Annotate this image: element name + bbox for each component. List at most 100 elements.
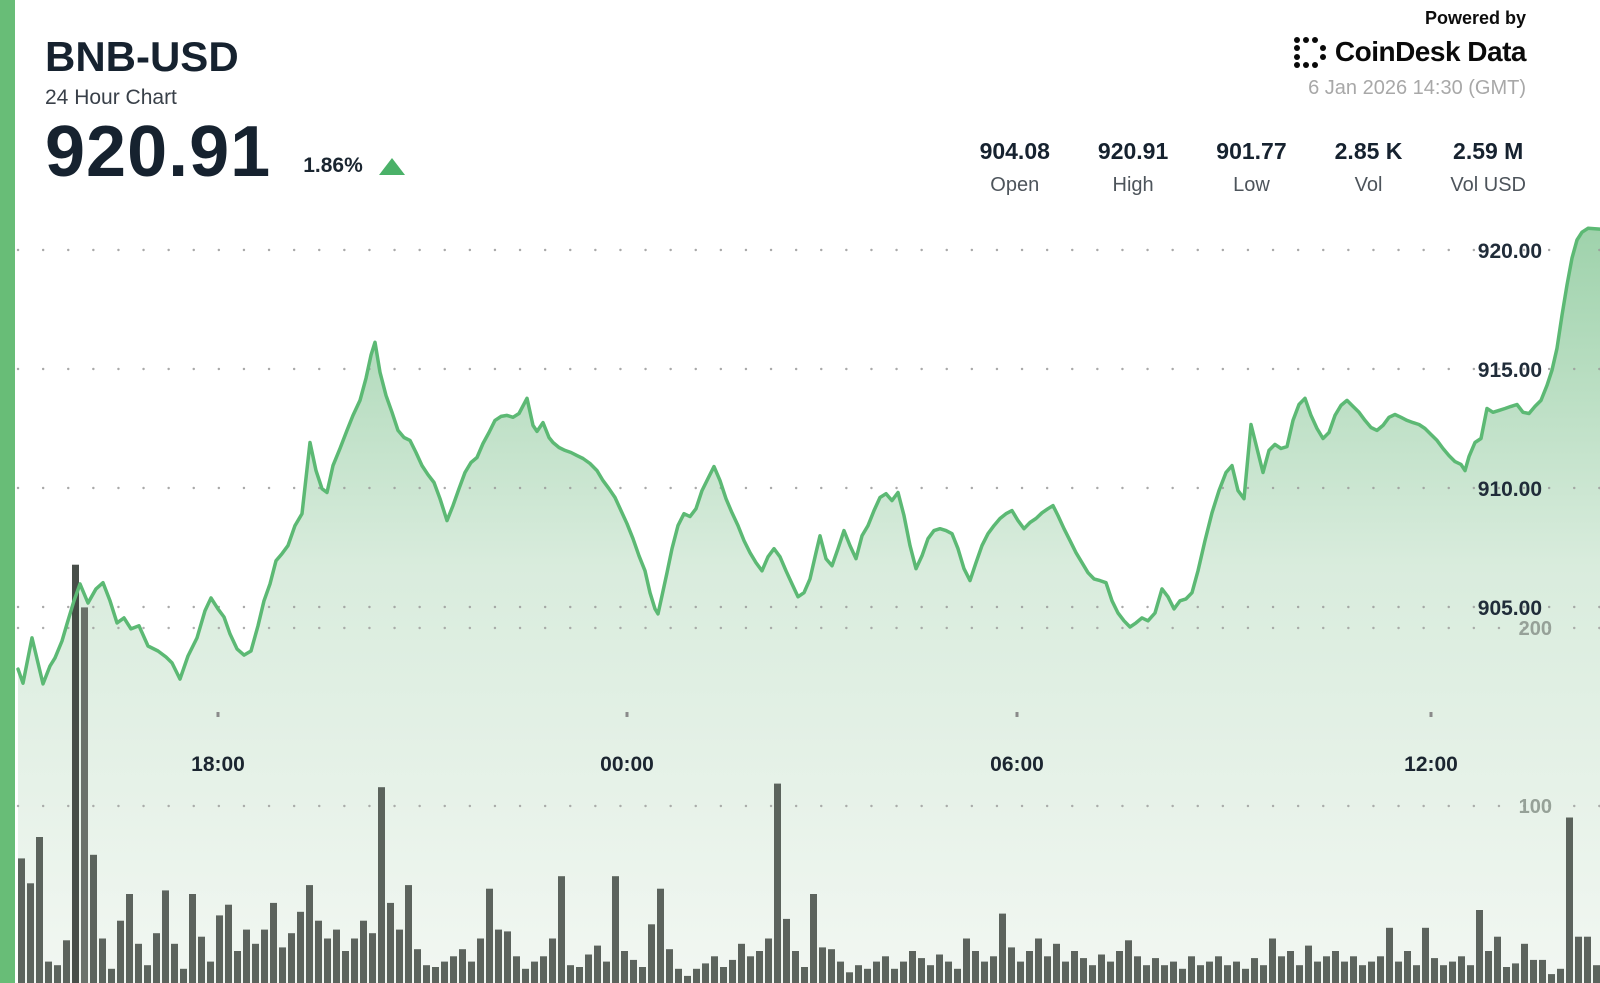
volume-bar: [1314, 961, 1321, 983]
volume-bar: [1377, 956, 1384, 983]
volume-bar: [630, 959, 637, 983]
volume-bar: [288, 933, 295, 983]
volume-bar: [702, 963, 709, 983]
stat-open-label: Open: [990, 174, 1040, 196]
volume-bar: [531, 961, 538, 983]
volume-bar: [1026, 951, 1033, 983]
volume-bar: [1008, 947, 1015, 983]
volume-bar: [369, 933, 376, 983]
volume-bar: [999, 913, 1006, 983]
stats-row: 904.08 Open 920.91 High 901.77 Low 2.85 …: [980, 138, 1526, 197]
volume-bar: [153, 933, 160, 983]
volume-bar: [711, 956, 718, 983]
volume-bar: [180, 968, 187, 983]
volume-bar: [261, 929, 268, 983]
volume-bar: [1404, 951, 1411, 983]
volume-bar: [864, 968, 871, 983]
volume-bar: [819, 947, 826, 983]
volume-bar: [900, 961, 907, 983]
volume-bar: [1332, 951, 1339, 983]
volume-bar: [1017, 961, 1024, 983]
volume-bar: [783, 918, 790, 983]
volume-bar: [1341, 961, 1348, 983]
volume-bar: [486, 888, 493, 983]
volume-bar: [1296, 965, 1303, 983]
stat-vol-value: 2.85 K: [1334, 138, 1403, 164]
volume-bar: [351, 938, 358, 983]
volume-bar: [720, 967, 727, 983]
volume-bar: [54, 965, 61, 983]
volume-bar: [792, 951, 799, 983]
volume-bar: [585, 954, 592, 983]
volume-bar: [360, 920, 367, 983]
volume-bar: [945, 961, 952, 983]
volume-bar: [1449, 961, 1456, 983]
price-tick-label: 905.00: [1478, 597, 1542, 620]
volume-bar: [765, 938, 772, 983]
volume-bar: [1395, 961, 1402, 983]
volume-bar: [1584, 936, 1591, 983]
volume-bar: [36, 837, 43, 983]
volume-bar: [540, 956, 547, 983]
volume-bar: [450, 956, 457, 983]
stat-high-label: High: [1112, 174, 1154, 196]
provider-name: CoinDesk Data: [1334, 36, 1527, 67]
last-price: 920.91: [45, 112, 272, 192]
volume-bar: [171, 943, 178, 983]
volume-bar: [1458, 956, 1465, 983]
volume-bar: [306, 885, 313, 983]
volume-bar: [1503, 967, 1510, 983]
volume-bar: [918, 958, 925, 983]
volume-bar: [963, 938, 970, 983]
volume-bar: [756, 951, 763, 983]
volume-bar: [477, 938, 484, 983]
volume-bar: [1134, 956, 1141, 983]
volume-bar: [855, 965, 862, 983]
volume-bar: [738, 943, 745, 983]
volume-bar: [1044, 956, 1051, 983]
stat-vol-usd-value: 2.59 M: [1453, 138, 1524, 164]
volume-bar: [81, 607, 88, 983]
volume-bar: [423, 965, 430, 983]
volume-bar: [441, 961, 448, 983]
volume-bar: [117, 920, 124, 983]
time-tick-mark: [216, 712, 220, 717]
volume-bar: [648, 924, 655, 983]
volume-bar: [342, 951, 349, 983]
volume-bar: [522, 968, 529, 983]
stat-open-value: 904.08: [979, 138, 1050, 164]
volume-bar: [1224, 965, 1231, 983]
volume-bar: [1494, 936, 1501, 983]
change-percent: 1.86%: [303, 154, 363, 178]
volume-bar: [981, 961, 988, 983]
volume-bar: [1143, 965, 1150, 983]
stat-open: 904.08 Open: [980, 138, 1050, 197]
price-block: 920.91 1.86%: [45, 112, 405, 192]
title-block: BNB-USD 24 Hour Chart: [45, 36, 239, 110]
volume-bar: [684, 975, 691, 983]
stat-low-value: 901.77: [1216, 138, 1287, 164]
volume-bar: [63, 940, 70, 983]
volume-bar: [1575, 936, 1582, 983]
volume-bar: [162, 890, 169, 983]
stat-high-value: 920.91: [1097, 138, 1169, 164]
time-tick-mark: [1015, 712, 1019, 717]
stat-high: 920.91 High: [1098, 138, 1168, 197]
volume-bar: [108, 968, 115, 983]
volume-bar: [675, 968, 682, 983]
volume-bar: [495, 929, 502, 983]
volume-bar: [1548, 974, 1555, 983]
volume-bar: [666, 949, 673, 983]
volume-bar: [513, 956, 520, 983]
volume-bar: [846, 972, 853, 983]
volume-bar: [612, 876, 619, 983]
volume-bar: [1035, 938, 1042, 983]
volume-bar: [1305, 945, 1312, 983]
powered-by-text: Powered by: [1424, 8, 1526, 28]
volume-bar: [801, 967, 808, 983]
volume-bar: [1215, 956, 1222, 983]
chart-subtitle: 24 Hour Chart: [45, 86, 177, 109]
volume-tick-label: 200: [1519, 618, 1552, 640]
volume-bar: [1260, 965, 1267, 983]
